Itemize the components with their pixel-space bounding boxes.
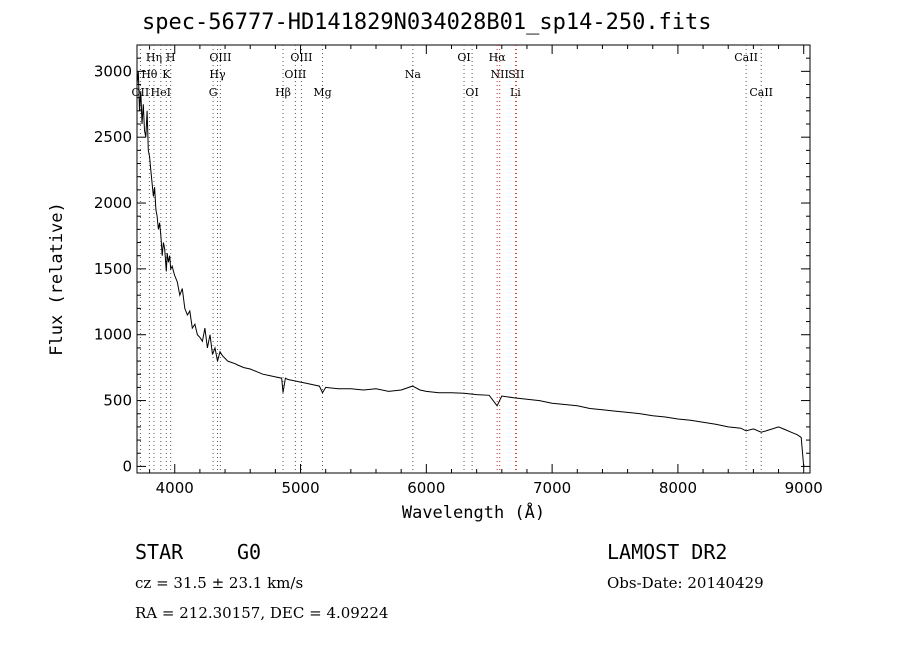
chart-title: spec-56777-HD141829N034028B01_sp14-250.f… [142,10,712,35]
x-tick-label: 9000 [785,479,823,497]
spectral-line-label: Hα [489,51,507,64]
spectral-line-label: OI [465,86,478,99]
y-tick-label: 2000 [94,194,132,212]
spectral-line-label: CaII [749,86,773,99]
spectral-line-label: Li [510,86,521,99]
ra-dec-readout: RA = 212.30157, DEC = 4.09224 [135,604,389,622]
spectral-line-label: OIII [209,51,231,64]
obs-date: Obs-Date: 20140429 [607,574,764,592]
spectral-line-label: Hβ [275,86,291,99]
y-tick-label: 3000 [94,62,132,80]
object-subclass: G0 [237,540,262,564]
plot-frame [136,44,811,474]
spectral-line-label: OIII [284,68,306,81]
redshift-readout: cz = 31.5 ± 23.1 km/s [135,574,304,592]
x-tick-label: 8000 [659,479,697,497]
spectral-line-label: CaII [734,51,758,64]
spectral-line-label: Hη [146,51,162,64]
y-tick-label: 2500 [94,128,132,146]
x-axis-label: Wavelength (Å) [402,501,545,523]
x-tick-label: 5000 [281,479,319,497]
spectral-line-label: Na [405,68,422,81]
spectral-line-label: H [166,51,176,64]
y-tick-label: 1000 [94,326,132,344]
spectral-line-label: Mg [313,86,331,99]
x-tick-label: 6000 [407,479,445,497]
spectral-line-label: K [162,68,171,81]
spectral-line-label: Hγ [209,68,226,81]
y-tick-label: 500 [103,392,132,410]
spectral-line-label: NII [491,68,509,81]
survey-name: LAMOST DR2 [607,540,728,564]
x-tick-label: 7000 [533,479,571,497]
spectral-line-label: Hθ [141,68,158,81]
object-class: STAR [135,540,184,564]
spectral-line-label: OIII [290,51,312,64]
y-tick-label: 1500 [94,260,132,278]
spectral-line-label: SII [508,68,524,81]
x-tick-label: 4000 [156,479,194,497]
y-axis-label: Flux (relative) [47,202,67,356]
spectral-line-label: OI [457,51,470,64]
y-tick-label: 0 [122,457,132,475]
spectral-line-label: G [209,86,218,99]
spectral-line-label: HeI [151,86,171,99]
spectrum-line [136,71,805,467]
